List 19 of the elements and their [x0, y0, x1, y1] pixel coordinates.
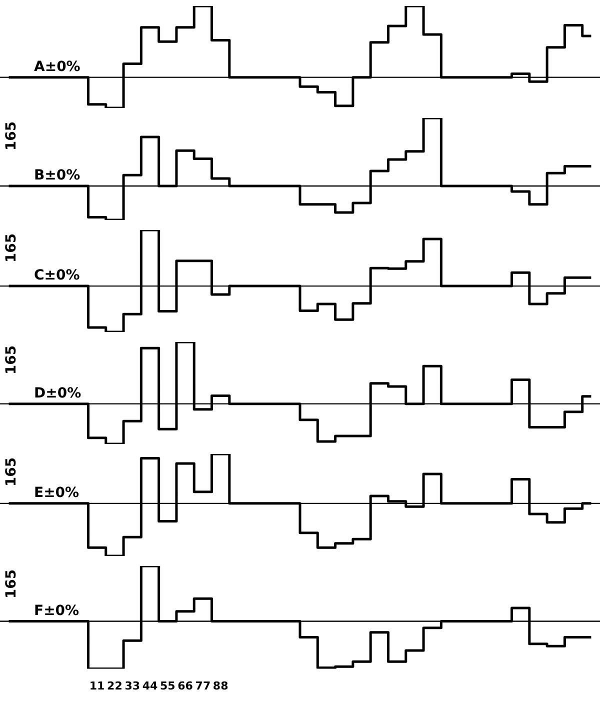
- annotation: 165: [4, 121, 20, 151]
- ref-line-label: D±0%: [34, 385, 82, 402]
- annotation: 165: [4, 345, 20, 375]
- x-tick-label: 33: [124, 679, 140, 692]
- x-tick-label: 11: [89, 679, 105, 692]
- ref-line-label: E±0%: [34, 485, 80, 502]
- annotation: 165: [4, 569, 20, 599]
- x-tick-label: 22: [107, 679, 122, 692]
- ref-line-label: F±0%: [34, 602, 80, 619]
- x-tick-label: 77: [195, 679, 211, 692]
- x-tick-label: 66: [178, 679, 194, 692]
- annotation: 165: [4, 233, 20, 263]
- x-tick-label: 88: [212, 679, 228, 692]
- annotation: 165: [4, 457, 20, 487]
- x-tick-label: 55: [160, 679, 176, 692]
- ref-line-label: B±0%: [34, 168, 80, 184]
- x-tick-label: 44: [142, 679, 158, 692]
- ref-line-label: A±0%: [34, 58, 80, 75]
- ref-line-label: C±0%: [34, 268, 80, 284]
